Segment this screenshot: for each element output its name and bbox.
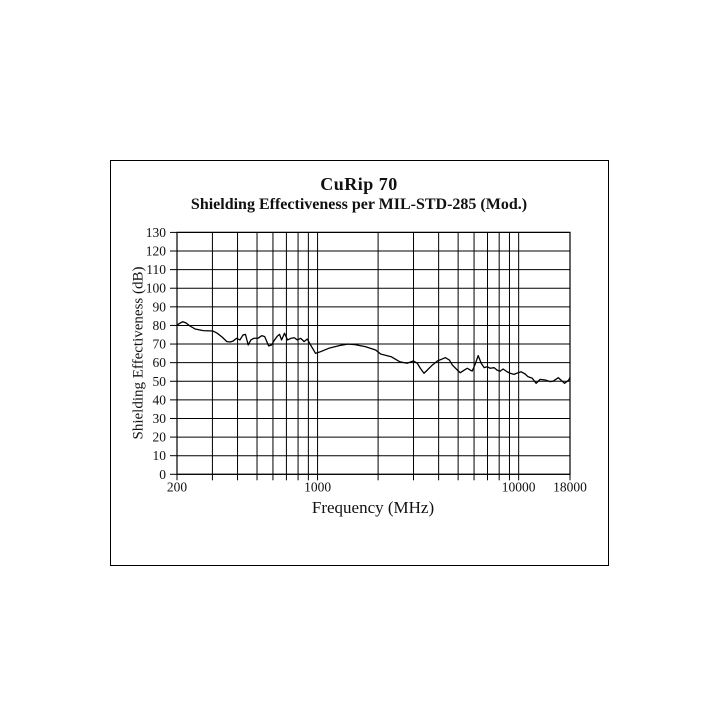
- y-tick-label: 50: [153, 374, 167, 389]
- y-axis-label: Shielding Effectiveness (dB): [130, 266, 147, 440]
- chart-title: CuRip 70: [320, 174, 398, 194]
- x-axis-label: Frequency (MHz): [311, 498, 435, 517]
- y-tick-label: 90: [153, 299, 167, 314]
- y-tick-label: 70: [153, 337, 167, 352]
- y-tick-label: 40: [153, 392, 167, 407]
- y-tick-label: 110: [146, 262, 166, 277]
- y-tick-label: 0: [159, 467, 166, 482]
- x-tick-label: 200: [167, 479, 188, 494]
- y-tick-label: 100: [146, 281, 167, 296]
- y-tick-label: 10: [153, 448, 167, 463]
- y-tick-label: 130: [146, 225, 167, 240]
- y-tick-label: 120: [146, 244, 167, 259]
- y-tick-label: 20: [153, 430, 167, 445]
- plot-border: [176, 231, 571, 475]
- x-tick-label: 1000: [304, 479, 331, 494]
- data-line: [176, 321, 571, 384]
- chart-subtitle: Shielding Effectiveness per MIL-STD-285 …: [190, 196, 528, 213]
- y-tick-label: 60: [153, 355, 167, 370]
- x-tick-label: 10000: [502, 479, 536, 494]
- x-tick-label: 18000: [553, 479, 587, 494]
- y-tick-label: 30: [153, 411, 167, 426]
- y-tick-label: 80: [153, 318, 167, 333]
